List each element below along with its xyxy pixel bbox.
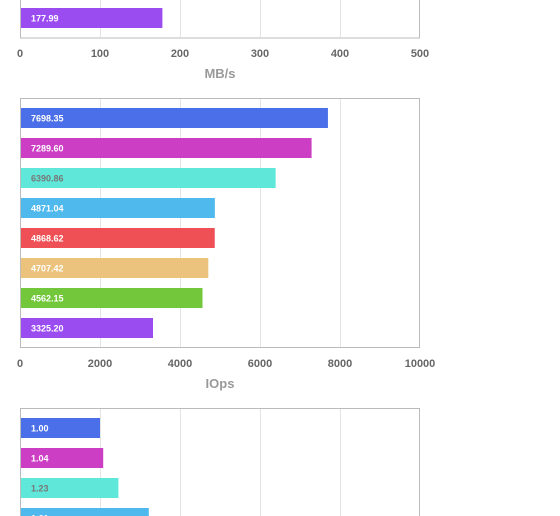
bar	[21, 108, 328, 128]
x-tick-label: 500	[411, 48, 429, 60]
bar-value-label: 1.61	[31, 514, 49, 516]
bar-value-label: 7698.35	[31, 114, 64, 124]
bar	[21, 288, 203, 308]
x-tick-label: 10000	[405, 358, 436, 370]
bar-value-label: 6390.86	[31, 174, 64, 184]
x-tick-label: 200	[171, 48, 189, 60]
x-tick-label: 300	[251, 48, 269, 60]
bar-value-label: 1.04	[31, 454, 49, 464]
bar	[21, 8, 163, 28]
bar-value-label: 4868.62	[31, 234, 64, 244]
plot-frame	[20, 408, 420, 516]
bar	[21, 138, 312, 158]
x-axis-label: MB/s	[204, 66, 235, 81]
bar-value-label: 4562.15	[31, 294, 64, 304]
bar-value-label: 1.23	[31, 484, 49, 494]
bar	[21, 418, 100, 438]
bar	[21, 228, 215, 248]
bar	[21, 318, 154, 338]
plot-frame	[20, 0, 420, 39]
bar-value-label: 3325.20	[31, 324, 64, 334]
bar-value-label: 1.00	[31, 424, 49, 434]
bar	[21, 448, 104, 468]
chart-iops: 7698.35 7289.60 6390.86 4871.04 4868.62 4707.…	[17, 98, 436, 391]
x-tick-label: 400	[331, 48, 349, 60]
x-tick-label: 8000	[328, 358, 352, 370]
bar-value-label: 7289.60	[31, 144, 64, 154]
x-tick-label: 6000	[248, 358, 272, 370]
bar	[21, 198, 215, 218]
plot-frame	[20, 98, 420, 348]
bar-value-label: 177.99	[31, 14, 59, 24]
bar	[21, 258, 209, 278]
chart-latency: 1.00 1.04 1.23 1.61	[20, 408, 420, 516]
x-tick-label: 4000	[168, 358, 192, 370]
x-tick-label: 0	[17, 358, 23, 370]
x-tick-label: 2000	[88, 358, 112, 370]
x-axis-label: IOps	[206, 376, 235, 391]
x-tick-label: 0	[17, 48, 23, 60]
bar	[21, 168, 276, 188]
bar	[21, 478, 119, 498]
x-tick-label: 100	[91, 48, 109, 60]
bar-value-label: 4707.42	[31, 264, 64, 274]
bar	[21, 508, 149, 516]
chart-throughput: 177.99 0 100 200 300 400 500 MB/s	[17, 0, 429, 81]
bar-value-label: 4871.04	[31, 204, 64, 214]
